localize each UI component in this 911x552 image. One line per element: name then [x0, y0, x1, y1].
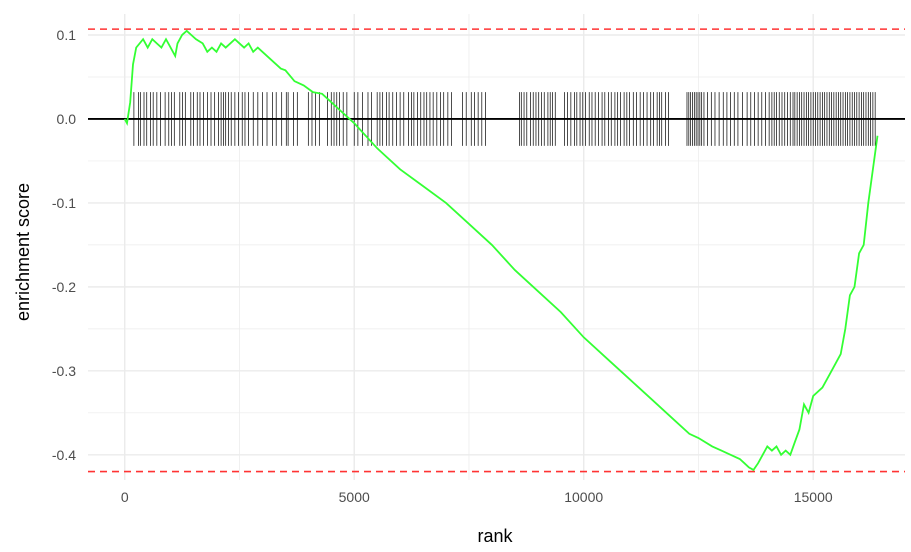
y-tick-label: 0.1 — [57, 27, 77, 43]
enrichment-score-curve — [123, 29, 879, 472]
y-tick-label: 0.0 — [57, 111, 77, 127]
x-axis-title: rank — [477, 526, 513, 546]
y-tick-label: -0.1 — [52, 195, 76, 211]
grid-lines — [88, 14, 905, 480]
x-tick-label: 10000 — [564, 489, 603, 505]
x-axis-ticks: 0 5000 10000 15000 — [121, 489, 833, 505]
y-axis-ticks: 0.1 0.0 -0.1 -0.2 -0.3 -0.4 — [52, 27, 76, 463]
y-tick-label: -0.2 — [52, 279, 76, 295]
y-tick-label: -0.4 — [52, 447, 76, 463]
x-tick-label: 15000 — [794, 489, 833, 505]
x-tick-label: 5000 — [339, 489, 370, 505]
y-tick-label: -0.3 — [52, 363, 76, 379]
threshold-lines — [88, 28, 905, 473]
y-axis-title: enrichment score — [13, 183, 33, 321]
x-tick-label: 0 — [121, 489, 129, 505]
